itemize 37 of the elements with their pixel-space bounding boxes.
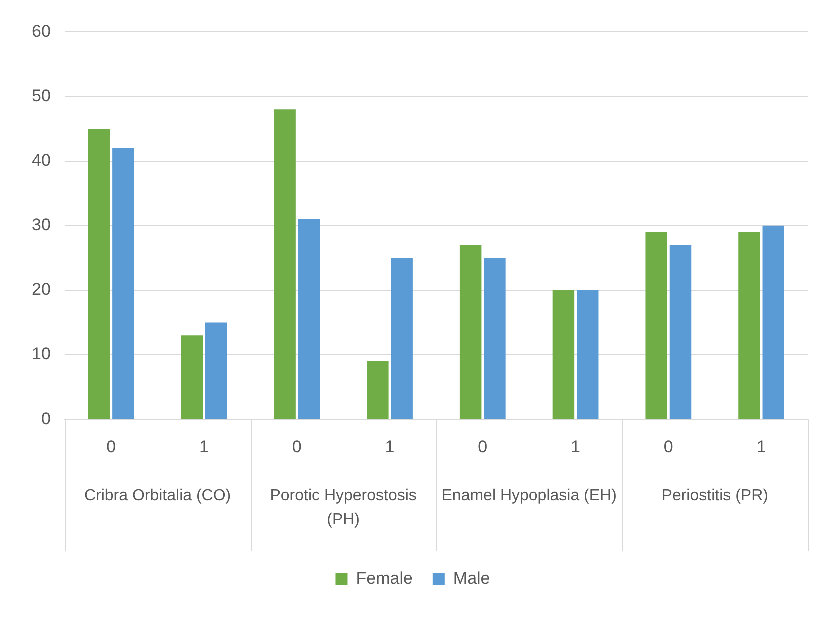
y-tick-label: 60 [32, 22, 51, 41]
y-tick-label: 30 [32, 216, 51, 235]
bar [88, 129, 110, 420]
y-tick-label: 40 [32, 151, 51, 170]
bar [762, 226, 784, 420]
bar [484, 258, 506, 420]
x-tick-label: 0 [106, 437, 116, 456]
bar [205, 322, 228, 420]
legend-label: Male [453, 569, 490, 588]
y-tick-label: 0 [41, 409, 51, 428]
text: Periostitis (PR) [662, 487, 768, 504]
y-tick-label: 20 [32, 280, 51, 300]
bar [576, 290, 599, 420]
bar [738, 232, 760, 420]
bar [298, 219, 320, 420]
x-tick-label: 1 [200, 437, 209, 456]
text: Porotic Hyperostosis (PH) [270, 487, 417, 528]
x-tick-label: 0 [292, 437, 302, 456]
bar [274, 110, 296, 420]
x-tick-label: 0 [478, 437, 488, 456]
y-tick-label: 50 [32, 86, 51, 106]
x-tick-label: 1 [756, 437, 766, 456]
bar [367, 361, 389, 420]
text: Enamel Hypoplasia (EH) [442, 487, 617, 504]
bar [391, 258, 413, 420]
bar [112, 148, 134, 420]
legend-label: Female [356, 569, 413, 588]
bar [552, 290, 575, 420]
x-tick-label: 0 [664, 437, 674, 456]
x-tick-label: 1 [571, 437, 581, 456]
y-tick-label: 10 [32, 344, 51, 364]
bar [646, 232, 668, 420]
bar [181, 336, 204, 420]
bar [670, 245, 692, 420]
x-tick-label: 1 [385, 437, 395, 456]
bar [460, 245, 482, 420]
text: Cribra Orbitalia (CO) [84, 487, 232, 504]
